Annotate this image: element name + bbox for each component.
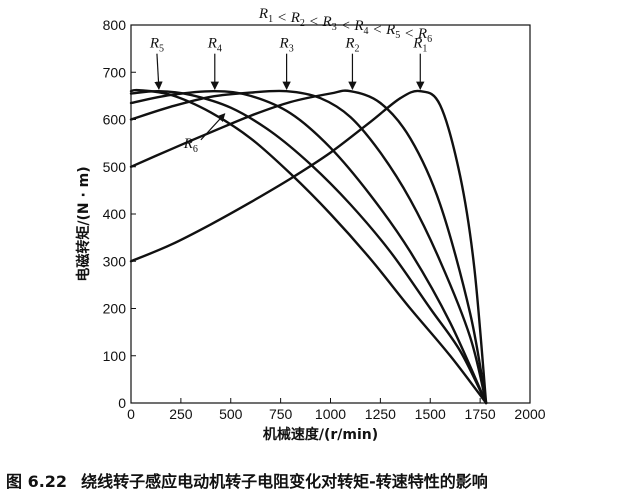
series-lines [129,88,488,405]
y-tick-label: 400 [103,206,127,222]
figure-caption: 图 6.22 绕线转子感应电动机转子电阻变化对转矩-转速特性的影响 [6,468,606,492]
x-tick-label: 1000 [315,406,346,422]
curve-annotations: R5 R4 R3 R2 R1 R6 [149,36,428,155]
series-line-r1 [129,89,488,405]
chart-title: R1 < R2 < R3 < R4 < R5 < R6 [258,6,432,45]
axis-ticks: 0 250 500 750 1000 1250 1500 1750 2000 0 100 200 300… [103,17,546,422]
series-line-r6 [129,88,488,405]
annotation-arrow-r5 [154,53,163,90]
curve-label-r2: R2 [344,36,359,55]
y-tick-label: 200 [103,301,127,317]
annotation-arrow-r6 [200,113,226,141]
y-tick-label: 600 [103,112,127,128]
y-tick-label: 700 [103,64,127,80]
y-axis-label: 电磁转矩/(N · m) [75,166,92,281]
series-line-r3 [129,89,488,405]
x-tick-label: 250 [169,406,193,422]
series-line-r2 [129,89,488,405]
series-line-r5 [129,89,488,405]
y-tick-label: 500 [103,159,127,175]
curve-label-r5: R5 [149,36,164,55]
x-axis-label: 机械速度/(r/min) [263,426,378,443]
x-tick-label: 0 [127,406,135,422]
chart-title-text: R1 < R2 < R3 < R4 < R5 < R6 [258,6,432,45]
x-tick-label: 1250 [365,406,396,422]
y-tick-label: 800 [103,17,127,33]
curve-label-r6: R6 [183,136,198,155]
x-tick-label: 500 [219,406,243,422]
x-tick-label: 2000 [514,406,545,422]
curve-label-r3: R3 [279,36,294,55]
y-tick-label: 0 [118,395,126,411]
series-line-r4 [129,89,488,405]
figure-number: 图 6.22 [6,472,68,491]
curve-label-r1: R1 [412,36,427,55]
x-tick-label: 1500 [415,406,446,422]
x-tick-label: 750 [269,406,293,422]
y-tick-label: 300 [103,253,127,269]
curve-label-r4: R4 [207,36,222,55]
figure-caption-text: 绕线转子感应电动机转子电阻变化对转矩-转速特性的影响 [81,472,488,491]
x-tick-label: 1750 [465,406,496,422]
y-tick-label: 100 [103,348,127,364]
